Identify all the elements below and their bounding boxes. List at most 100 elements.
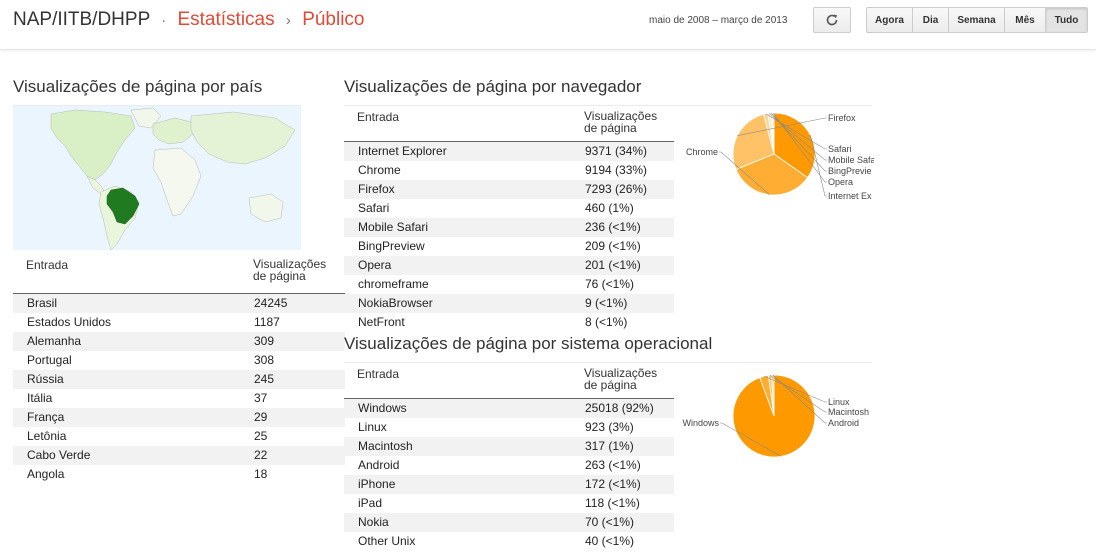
browser-pie-label-chrome: Chrome [686, 147, 718, 157]
range-day-button[interactable]: Dia [912, 7, 949, 33]
col-entry-header: Entrada [26, 258, 69, 272]
row-views: 18 [254, 467, 268, 481]
browser-pie-leader-line [768, 113, 827, 161]
range-now-button[interactable]: Agora [866, 7, 913, 33]
row-entry: BingPreview [358, 239, 425, 253]
table-row: Estados Unidos 1187 [13, 313, 345, 332]
refresh-icon [826, 14, 838, 26]
browser-pie-leader-line [810, 135, 827, 197]
row-views: 37 [254, 391, 268, 405]
os-table: Entrada Visualizações de página Windows 2… [344, 367, 674, 551]
range-all-button[interactable]: Tudo [1045, 7, 1088, 33]
row-entry: Nokia [358, 515, 389, 529]
time-range-selector: Agora Dia Semana Mês Tudo [866, 7, 1088, 33]
country-table-body: Brasil 24245 Estados Unidos 1187 Alemanha 309… [13, 294, 345, 484]
table-row: Firefox 7293 (26%) [344, 180, 674, 199]
browser-section-title: Visualizações de página por navegador [344, 77, 642, 96]
browser-title-rule [344, 105, 872, 106]
table-row: Brasil 24245 [13, 294, 345, 313]
row-entry: Opera [358, 258, 392, 272]
map-africa [152, 147, 202, 217]
os-pie-label-android: Android [828, 418, 859, 428]
table-row: Portugal 308 [13, 351, 345, 370]
row-entry: Linux [358, 420, 387, 434]
browser-pie-slice-opera[interactable] [771, 112, 775, 155]
browser-pie-label-bingpreview: BingPrevie [828, 166, 872, 176]
breadcrumb-separator: · [161, 12, 167, 29]
table-row: Macintosh 317 (1%) [344, 437, 674, 456]
browser-pie-leader-line [772, 112, 827, 183]
row-entry: NokiaBrowser [358, 296, 433, 310]
site-title[interactable]: NAP/IITB/DHPP [13, 9, 150, 30]
row-entry: Other Unix [358, 534, 416, 548]
os-pie-label-windows: Windows [682, 418, 719, 428]
os-pie-leader-line [772, 374, 827, 424]
browser-pie-leader-line [765, 113, 827, 150]
os-pie-leader-line [769, 374, 827, 413]
country-section-title: Visualizações de página por país [13, 77, 263, 96]
browser-pie-label-mobile-safari: Mobile Safa [828, 155, 874, 165]
row-views: 172 (<1%) [585, 477, 641, 491]
row-entry: Estados Unidos [27, 315, 112, 329]
row-views: 317 (1%) [585, 439, 634, 453]
range-month-button[interactable]: Mês [1004, 7, 1046, 33]
row-views: 40 (<1%) [585, 534, 635, 548]
browser-pie-slice-firefox[interactable] [732, 113, 775, 170]
browser-table-body: Internet Explorer 9371 (34%) Chrome 9194 (3… [344, 142, 674, 332]
row-views: 76 (<1%) [585, 277, 635, 291]
table-row: Angola 18 [13, 465, 345, 484]
row-entry: iPad [358, 496, 383, 510]
row-views: 7293 (26%) [585, 182, 648, 196]
browser-pie-label-safari: Safari [828, 144, 852, 154]
row-views: 29 [254, 410, 268, 424]
row-views: 923 (3%) [585, 420, 634, 434]
row-entry: Windows [358, 401, 407, 415]
breadcrumb-chevron: › [285, 12, 291, 29]
row-entry: Rússia [27, 372, 64, 386]
os-pie-slice-android[interactable] [771, 374, 775, 417]
row-views: 25 [254, 429, 268, 443]
table-row: Opera 201 (<1%) [344, 256, 674, 275]
breadcrumb-statistics[interactable]: Estatísticas [177, 9, 275, 30]
world-map[interactable] [13, 106, 301, 250]
browser-table-header: Entrada Visualizações de página [344, 110, 674, 142]
row-views: 201 (<1%) [585, 258, 641, 272]
browser-pie-label-firefox: Firefox [828, 113, 856, 123]
table-row: Safari 460 (1%) [344, 199, 674, 218]
table-row: Internet Explorer 9371 (34%) [344, 142, 674, 161]
os-pie-label-linux: Linux [828, 397, 850, 407]
table-row: Windows 25018 (92%) [344, 399, 674, 418]
row-views: 1187 [254, 315, 280, 329]
breadcrumb: NAP/IITB/DHPP · Estatísticas › Público [13, 9, 365, 31]
row-entry: Portugal [27, 353, 72, 367]
refresh-button[interactable] [813, 7, 851, 33]
table-row: Letônia 25 [13, 427, 345, 446]
country-table-header: Entrada Visualizações de página [13, 258, 345, 294]
table-row: chromeframe 76 (<1%) [344, 275, 674, 294]
table-row: Linux 923 (3%) [344, 418, 674, 437]
row-entry: Firefox [358, 182, 395, 196]
map-europe [152, 117, 194, 145]
col-views-header: Visualizações de página [253, 257, 327, 283]
row-views: 25018 (92%) [585, 401, 654, 415]
row-entry: Macintosh [358, 439, 413, 453]
breadcrumb-public[interactable]: Público [302, 9, 365, 30]
row-views: 9371 (34%) [585, 144, 648, 158]
table-row: Other Unix 40 (<1%) [344, 532, 674, 551]
row-views: 8 (<1%) [585, 315, 628, 329]
country-title-rule [13, 105, 301, 106]
os-table-body: Windows 25018 (92%) Linux 923 (3%) Macintosh… [344, 399, 674, 551]
row-views: 236 (<1%) [585, 220, 641, 234]
row-entry: Android [358, 458, 400, 472]
row-views: 22 [254, 448, 268, 462]
row-entry: Alemanha [27, 334, 82, 348]
table-row: Mobile Safari 236 (<1%) [344, 218, 674, 237]
col-entry-header: Entrada [357, 367, 400, 381]
range-week-button[interactable]: Semana [948, 7, 1005, 33]
table-row: Itália 37 [13, 389, 345, 408]
table-row: iPad 118 (<1%) [344, 494, 674, 513]
row-entry: Brasil [27, 296, 58, 310]
table-row: NetFront 8 (<1%) [344, 313, 674, 332]
